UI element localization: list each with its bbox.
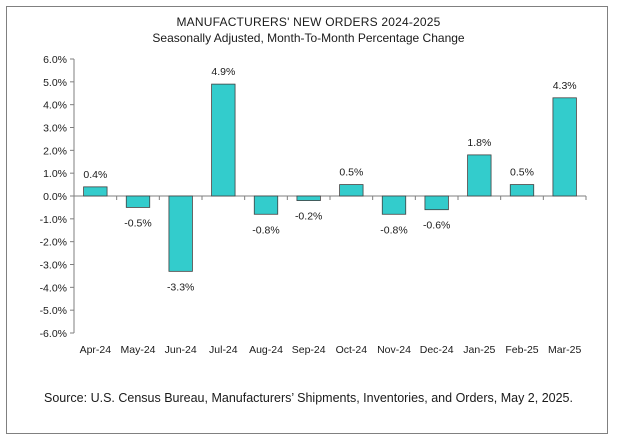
y-tick-label: -2.0%	[40, 237, 67, 249]
bar-dec-24	[424, 195, 449, 211]
y-tick-label: 0.0%	[43, 191, 67, 203]
data-label: 1.8%	[467, 137, 491, 149]
y-tick-label: 6.0%	[43, 54, 67, 66]
bar-jul-24	[211, 83, 236, 197]
x-tick-label: Jan-25	[463, 344, 495, 356]
data-label: 0.5%	[510, 167, 534, 179]
chart-title: MANUFACTURERS' NEW ORDERS 2024-2025	[176, 15, 441, 29]
x-tick-label: Oct-24	[336, 344, 368, 356]
x-tick-label: Dec-24	[420, 344, 454, 356]
data-label: -0.8%	[252, 224, 279, 236]
bar-nov-24	[381, 195, 407, 215]
bar-apr-24	[83, 186, 108, 197]
x-tick-label: Aug-24	[249, 344, 283, 356]
y-tick-label: -1.0%	[40, 214, 67, 226]
x-tick-label: Sep-24	[292, 344, 326, 356]
y-tick-label: -5.0%	[40, 305, 67, 317]
data-label: -0.2%	[295, 211, 322, 223]
x-tick-label: May-24	[120, 344, 155, 356]
data-label: 0.4%	[83, 169, 107, 181]
bar-jan-25	[467, 154, 492, 197]
y-tick-label: -6.0%	[40, 328, 67, 340]
x-tick-label: Apr-24	[80, 344, 112, 356]
bar-feb-25	[509, 184, 535, 197]
bar-jun-24	[168, 195, 193, 272]
chart-frame	[6, 6, 608, 434]
bar-oct-24	[339, 184, 364, 197]
data-label: -3.3%	[167, 281, 194, 293]
y-tick-label: 1.0%	[43, 168, 67, 180]
x-tick-label: Jul-24	[209, 344, 238, 356]
x-tick-label: Mar-25	[548, 344, 581, 356]
data-label: 4.3%	[553, 80, 577, 92]
x-tick-label: Jun-24	[165, 344, 197, 356]
y-tick-label: 5.0%	[43, 77, 67, 89]
data-label: 0.5%	[339, 167, 363, 179]
bar-sep-24	[296, 195, 321, 201]
x-tick-label: Nov-24	[377, 344, 411, 356]
bar-aug-24	[253, 195, 279, 215]
y-tick-label: 4.0%	[43, 100, 67, 112]
bar-may-24	[125, 195, 151, 208]
y-tick-label: 2.0%	[43, 145, 67, 157]
chart-subtitle: Seasonally Adjusted, Month-To-Month Perc…	[152, 31, 465, 45]
y-tick-label: 3.0%	[43, 123, 67, 135]
y-tick-label: -4.0%	[40, 282, 67, 294]
y-tick-label: -3.0%	[40, 260, 67, 272]
data-label: -0.5%	[124, 217, 151, 229]
data-label: 4.9%	[211, 66, 235, 78]
data-label: -0.8%	[380, 224, 407, 236]
bar-mar-25	[552, 97, 577, 197]
data-label: -0.6%	[423, 220, 450, 232]
x-tick-label: Feb-25	[505, 344, 538, 356]
source-note: Source: U.S. Census Bureau, Manufacturer…	[44, 391, 573, 405]
